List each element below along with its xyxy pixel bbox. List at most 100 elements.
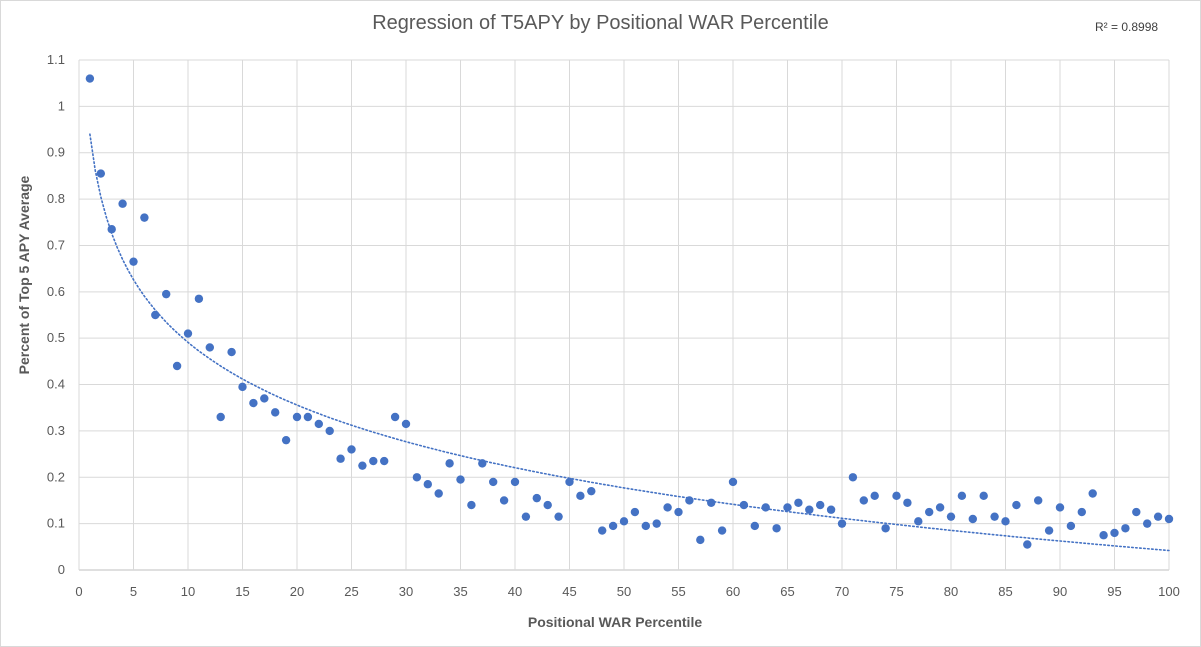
data-point [1077, 507, 1087, 517]
data-point [489, 477, 498, 487]
data-point [434, 489, 443, 498]
data-point [1110, 528, 1119, 538]
data-point [674, 507, 683, 517]
x-tick-label: 15 [235, 584, 249, 599]
data-point [805, 505, 814, 514]
tick-labels: 0 0.1 0.2 0.3 0.4 0.5 0.6 0.7 0.8 0.9 1 1.1 0 5 10 15 20… [47, 52, 1180, 599]
data-point [380, 456, 389, 466]
data-point [107, 225, 116, 234]
y-tick-label: 0 [58, 562, 65, 577]
x-tick-label: 80 [944, 584, 958, 599]
data-point [478, 459, 487, 468]
data-point [314, 419, 323, 429]
data-point [859, 496, 868, 505]
data-point [521, 512, 531, 521]
data-point [1066, 521, 1076, 531]
data-point [587, 486, 596, 496]
data-point [249, 398, 258, 408]
x-tick-label: 30 [399, 584, 413, 599]
x-tick-label: 5 [130, 584, 137, 599]
data-point [870, 491, 879, 501]
data-point [761, 503, 770, 512]
data-point [630, 507, 640, 517]
gridlines [78, 59, 1170, 571]
x-tick-label: 100 [1158, 584, 1180, 599]
data-point [1044, 526, 1054, 535]
data-point [347, 445, 356, 454]
x-tick-label: 35 [453, 584, 467, 599]
data-point [118, 199, 127, 208]
y-tick-label: 0.6 [47, 284, 65, 299]
data-point [303, 412, 313, 422]
data-point [151, 310, 160, 320]
data-point [271, 408, 280, 417]
data-point [129, 257, 138, 266]
data-point [685, 496, 694, 505]
y-tick-label: 0.9 [47, 145, 65, 160]
x-tick-label: 0 [75, 584, 82, 599]
data-point [707, 498, 716, 507]
data-point [848, 473, 858, 482]
data-point [1012, 500, 1021, 510]
data-point [739, 500, 749, 510]
data-point [183, 329, 193, 338]
data-point [456, 475, 465, 484]
x-tick-label: 40 [508, 584, 522, 599]
x-tick-label: 50 [617, 584, 631, 599]
data-point [728, 477, 738, 487]
data-point [892, 491, 901, 501]
data-point [194, 294, 204, 303]
data-point [914, 517, 923, 526]
data-point [1099, 531, 1108, 540]
data-points [85, 74, 1174, 549]
data-point [1023, 540, 1032, 549]
data-point [216, 412, 225, 422]
data-point [565, 477, 574, 487]
r-squared-label: R² = 0.8998 [1095, 20, 1159, 34]
data-point [794, 498, 803, 507]
data-point [1153, 512, 1163, 521]
y-tick-label: 1 [58, 98, 65, 113]
y-tick-label: 0.2 [47, 469, 65, 484]
x-tick-label: 90 [1053, 584, 1067, 599]
data-point [238, 382, 247, 392]
data-point [336, 454, 345, 463]
data-point [390, 412, 400, 422]
data-point [957, 491, 967, 501]
trendline-group [89, 133, 1170, 552]
data-point [619, 517, 629, 526]
data-point [499, 496, 509, 505]
x-tick-label: 20 [290, 584, 304, 599]
data-point [826, 505, 836, 514]
data-point [903, 498, 912, 507]
data-point [990, 512, 999, 521]
data-point [652, 519, 661, 528]
data-point [1121, 524, 1130, 533]
data-point [1132, 507, 1141, 517]
data-point [750, 521, 759, 531]
x-tick-label: 45 [562, 584, 576, 599]
x-tick-label: 75 [889, 584, 903, 599]
y-tick-label: 0.3 [47, 423, 65, 438]
data-point [1143, 519, 1152, 528]
x-tick-label: 60 [726, 584, 740, 599]
data-point [205, 343, 214, 352]
data-point [576, 491, 585, 501]
data-point [467, 500, 476, 510]
data-point [423, 480, 432, 489]
data-point [772, 524, 781, 533]
data-point [1001, 517, 1010, 526]
y-tick-label: 0.4 [47, 377, 65, 392]
x-tick-label: 65 [780, 584, 794, 599]
data-point [227, 347, 236, 357]
data-point [281, 435, 291, 445]
data-point [598, 526, 607, 535]
data-point [260, 394, 269, 403]
x-tick-label: 55 [671, 584, 685, 599]
chart-title: Regression of T5APY by Positional WAR Pe… [372, 12, 829, 34]
x-axis-label: Positional WAR Percentile [527, 614, 703, 630]
y-tick-label: 1.1 [47, 52, 65, 67]
data-point [837, 519, 847, 528]
